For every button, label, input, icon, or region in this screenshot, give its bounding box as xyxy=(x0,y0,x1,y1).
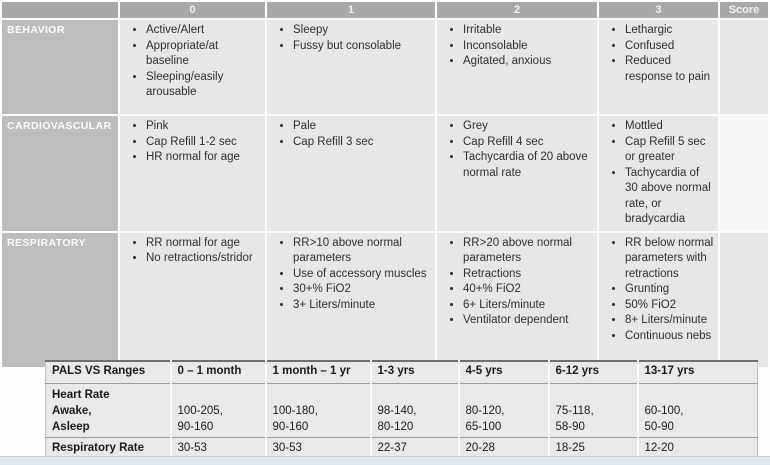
heart-rate-value: 98-140, 80-120 xyxy=(369,383,459,437)
heart-rate-value: 75-118, 58-90 xyxy=(547,383,638,437)
bullet-item: No retractions/stridor xyxy=(146,251,262,267)
bullet-item: Cap Refill 1-2 sec xyxy=(146,135,262,151)
header-cell-score-1: 1 xyxy=(267,2,435,18)
criteria-cell: MottledCap Refill 5 sec or greaterTachyc… xyxy=(599,116,718,231)
bullet-item: RR normal for age xyxy=(146,236,262,252)
pals-header-6-12yrs: 6-12 yrs xyxy=(547,361,638,384)
bullet-item: 3+ Liters/minute xyxy=(293,298,432,314)
category-cell-cardiovascular: CARDIOVASCULAR xyxy=(2,116,118,231)
bullet-item: Grunting xyxy=(625,282,715,298)
criteria-cell: LethargicConfusedReduced response to pai… xyxy=(599,20,718,114)
criteria-list: MottledCap Refill 5 sec or greaterTachyc… xyxy=(599,119,715,228)
criteria-cell: RR>10 above normal parametersUse of acce… xyxy=(267,232,435,367)
criteria-cell: GreyCap Refill 4 secTachycardia of 20 ab… xyxy=(437,116,597,231)
criteria-list: PaleCap Refill 3 sec xyxy=(267,119,432,150)
heart-rate-value: 100-180, 90-160 xyxy=(264,383,371,437)
pews-row-cardiovascular: CARDIOVASCULAR PinkCap Refill 1-2 secHR … xyxy=(2,116,768,231)
bullet-item: Active/Alert xyxy=(146,23,262,39)
score-entry-cell xyxy=(720,116,768,231)
bullet-item: Ventilator dependent xyxy=(463,313,594,329)
pews-table: 0 1 2 3 Score BEHAVIOR Active/AlertAppro… xyxy=(0,0,770,369)
bullet-item: Grey xyxy=(463,119,594,135)
bullet-item: Use of accessory muscles xyxy=(293,267,432,283)
criteria-list: PinkCap Refill 1-2 secHR normal for age xyxy=(120,119,262,166)
pals-header-label: PALS VS Ranges xyxy=(45,361,171,384)
bullet-item: 40+% FiO2 xyxy=(463,282,594,298)
bullet-item: Sleeping/easily arousable xyxy=(146,70,262,101)
header-cell-score-2: 2 xyxy=(437,2,597,18)
criteria-list: IrritableInconsolableAgitated, anxious xyxy=(437,23,594,70)
header-cell-score-3: 3 xyxy=(599,2,718,18)
bullet-item: 8+ Liters/minute xyxy=(625,313,715,329)
criteria-cell: RR below normal parameters with retracti… xyxy=(599,232,718,367)
pals-header-13-17yrs: 13-17 yrs xyxy=(636,361,758,384)
bullet-item: RR below normal parameters with retracti… xyxy=(625,236,715,283)
criteria-list: GreyCap Refill 4 secTachycardia of 20 ab… xyxy=(437,119,594,181)
criteria-cell: Active/AlertAppropriate/at baselineSleep… xyxy=(120,20,265,114)
bullet-item: Pink xyxy=(146,119,262,135)
criteria-list: Active/AlertAppropriate/at baselineSleep… xyxy=(120,23,262,101)
pews-row-behavior: BEHAVIOR Active/AlertAppropriate/at base… xyxy=(2,20,768,114)
bullet-item: Appropriate/at baseline xyxy=(146,39,262,70)
pals-header-row: PALS VS Ranges 0 – 1 month 1 month – 1 y… xyxy=(45,361,758,384)
bullet-item: Fussy but consolable xyxy=(293,39,432,55)
pals-header-1mo-1yr: 1 month – 1 yr xyxy=(264,361,371,384)
criteria-cell: IrritableInconsolableAgitated, anxious xyxy=(437,20,597,114)
bullet-item: 6+ Liters/minute xyxy=(463,298,594,314)
bullet-item: RR>10 above normal parameters xyxy=(293,236,432,267)
pals-table: PALS VS Ranges 0 – 1 month 1 month – 1 y… xyxy=(45,360,758,461)
pews-header-row: 0 1 2 3 Score xyxy=(2,2,768,18)
bullet-item: Cap Refill 5 sec or greater xyxy=(625,135,715,166)
score-entry-cell xyxy=(720,232,768,367)
criteria-list: RR>10 above normal parametersUse of acce… xyxy=(267,236,432,314)
header-cell-score-0: 0 xyxy=(120,2,265,18)
bullet-item: Pale xyxy=(293,119,432,135)
bullet-item: RR>20 above normal parameters xyxy=(463,236,594,267)
bullet-item: Agitated, anxious xyxy=(463,54,594,70)
heart-rate-value: 60-100, 50-90 xyxy=(636,383,758,437)
bullet-item: Continuous nebs xyxy=(625,329,715,345)
pals-heart-rate-row: Heart Rate Awake, Asleep 100-205, 90-160… xyxy=(45,383,758,437)
bullet-item: Reduced response to pain xyxy=(625,54,715,85)
criteria-list: SleepyFussy but consolable xyxy=(267,23,432,54)
bullet-item: 30+% FiO2 xyxy=(293,282,432,298)
bullet-item: Tachycardia of 20 above normal rate xyxy=(463,150,594,181)
criteria-cell: RR>20 above normal parametersRetractions… xyxy=(437,232,597,367)
bullet-item: Confused xyxy=(625,39,715,55)
bullet-item: Cap Refill 3 sec xyxy=(293,135,432,151)
pews-row-respiratory: RESPIRATORY RR normal for ageNo retracti… xyxy=(2,232,768,367)
heart-rate-value: 80-120, 65-100 xyxy=(457,383,549,437)
bullet-item: Retractions xyxy=(463,267,594,283)
pals-header-0-1mo: 0 – 1 month xyxy=(169,361,266,384)
header-cell-blank xyxy=(2,2,118,18)
heart-rate-value: 100-205, 90-160 xyxy=(169,383,266,437)
criteria-cell: PaleCap Refill 3 sec xyxy=(267,116,435,231)
criteria-cell: PinkCap Refill 1-2 secHR normal for age xyxy=(120,116,265,231)
bullet-item: Irritable xyxy=(463,23,594,39)
bullet-item: Tachycardia of 30 above normal rate, or … xyxy=(625,166,715,228)
bullet-item: 50% FiO2 xyxy=(625,298,715,314)
window-edge-bar xyxy=(0,456,770,465)
pals-header-1-3yrs: 1-3 yrs xyxy=(369,361,459,384)
bullet-item: HR normal for age xyxy=(146,150,262,166)
category-cell-behavior: BEHAVIOR xyxy=(2,20,118,114)
header-cell-score: Score xyxy=(720,2,768,18)
category-cell-respiratory: RESPIRATORY xyxy=(2,232,118,367)
pals-header-4-5yrs: 4-5 yrs xyxy=(457,361,549,384)
criteria-list: RR below normal parameters with retracti… xyxy=(599,236,715,345)
criteria-cell: RR normal for ageNo retractions/stridor xyxy=(120,232,265,367)
criteria-list: LethargicConfusedReduced response to pai… xyxy=(599,23,715,85)
bullet-item: Lethargic xyxy=(625,23,715,39)
bullet-item: Cap Refill 4 sec xyxy=(463,135,594,151)
criteria-list: RR>20 above normal parametersRetractions… xyxy=(437,236,594,329)
criteria-list: RR normal for ageNo retractions/stridor xyxy=(120,236,262,267)
bullet-item: Inconsolable xyxy=(463,39,594,55)
bullet-item: Mottled xyxy=(625,119,715,135)
score-entry-cell xyxy=(720,20,768,114)
heart-rate-label: Heart Rate Awake, Asleep xyxy=(45,383,171,437)
bullet-item: Sleepy xyxy=(293,23,432,39)
criteria-cell: SleepyFussy but consolable xyxy=(267,20,435,114)
